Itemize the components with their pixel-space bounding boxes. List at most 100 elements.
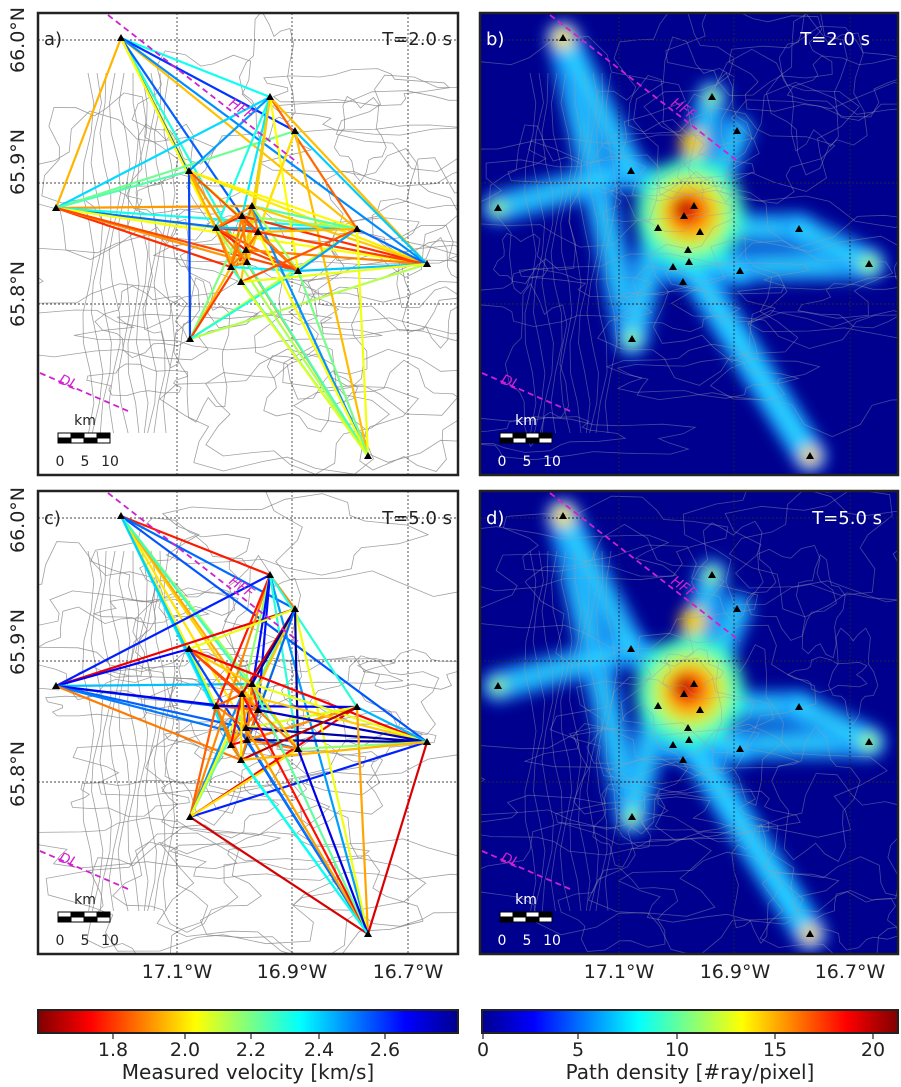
density-blob bbox=[679, 607, 707, 635]
contour-line bbox=[504, 283, 570, 448]
panel-d-contours bbox=[480, 491, 898, 954]
colorbar-velocity-tick-label: 2.2 bbox=[236, 1039, 266, 1061]
ray-path bbox=[296, 270, 370, 457]
scalebar-c-unit: km bbox=[74, 892, 96, 908]
triangle-icon bbox=[237, 278, 245, 285]
contour-line bbox=[38, 817, 282, 870]
triangle-icon bbox=[795, 703, 803, 710]
fault-label-dl: DL bbox=[499, 850, 522, 872]
triangle-icon bbox=[294, 745, 302, 752]
triangle-icon bbox=[353, 703, 361, 710]
triangle-icon bbox=[806, 930, 814, 937]
contour-line bbox=[90, 72, 104, 434]
ray-path bbox=[240, 759, 369, 935]
panel-c-label: c) bbox=[44, 508, 61, 529]
ray-path bbox=[251, 204, 358, 231]
contour-line bbox=[126, 123, 207, 246]
contour-line bbox=[38, 606, 153, 701]
ray-path bbox=[257, 230, 428, 266]
ray-path bbox=[297, 228, 358, 272]
scalebar-segment bbox=[538, 911, 553, 918]
contour-line bbox=[144, 550, 157, 912]
contour-line bbox=[683, 81, 898, 249]
colorbar-velocity-tick-label: 2.0 bbox=[170, 1039, 200, 1061]
triangle-icon bbox=[669, 263, 677, 270]
panel-a-stations bbox=[52, 34, 431, 459]
scalebar-a-tick-10: 10 bbox=[101, 454, 119, 470]
contour-line bbox=[276, 244, 458, 335]
triangle-icon bbox=[353, 225, 361, 232]
contour-line bbox=[266, 737, 384, 829]
contour-line bbox=[357, 649, 458, 690]
triangle-icon bbox=[865, 260, 873, 267]
panel-b-period: T=2.0 s bbox=[799, 29, 870, 50]
fault-dl bbox=[39, 850, 129, 890]
panel-d-density-map bbox=[481, 499, 886, 951]
scalebar-d-tick-5: 5 bbox=[523, 933, 532, 949]
contour-line bbox=[82, 550, 95, 912]
fault-label-dl: DL bbox=[499, 372, 522, 394]
scalebar-segment bbox=[499, 437, 514, 444]
triangle-icon bbox=[708, 571, 716, 578]
contour-line bbox=[728, 25, 898, 118]
triangle-icon bbox=[733, 127, 741, 134]
triangle-icon bbox=[291, 605, 299, 612]
triangle-icon bbox=[364, 930, 372, 937]
colorbar-density-ramp bbox=[481, 1009, 899, 1034]
scalebar-segment bbox=[57, 437, 72, 444]
contour-line bbox=[757, 773, 898, 913]
contour-line bbox=[139, 535, 250, 619]
panel-b-graticule bbox=[480, 13, 898, 475]
contour-line bbox=[555, 783, 770, 847]
density-field bbox=[481, 21, 886, 473]
contour-line bbox=[333, 95, 387, 183]
triangle-icon bbox=[266, 571, 274, 578]
panel-c-graticule bbox=[38, 491, 458, 954]
contour-line bbox=[70, 780, 190, 817]
scalebar-segment bbox=[57, 432, 72, 439]
contour-line bbox=[265, 491, 458, 597]
contour-line bbox=[595, 72, 609, 434]
ray-path bbox=[366, 741, 429, 935]
ray-path bbox=[246, 261, 369, 457]
contour-line bbox=[135, 72, 149, 434]
panel-d-stations bbox=[494, 512, 873, 937]
panel-d-label: d) bbox=[486, 508, 504, 529]
colorbar-density-ticks: 0 5 10 15 20 bbox=[477, 1033, 885, 1061]
contour-line bbox=[90, 550, 104, 912]
triangle-icon bbox=[212, 224, 220, 231]
contour-line bbox=[586, 72, 599, 434]
ray-path bbox=[293, 608, 370, 935]
triangle-icon bbox=[806, 452, 814, 459]
panel-d-graticule bbox=[480, 491, 898, 954]
contour-line bbox=[488, 124, 582, 284]
contour-line bbox=[38, 541, 156, 691]
fault-hff bbox=[549, 492, 741, 642]
scalebar-segment bbox=[538, 437, 553, 444]
contour-line bbox=[604, 550, 618, 912]
ray-path bbox=[55, 647, 190, 688]
contour-line bbox=[586, 550, 599, 912]
contour-line bbox=[616, 357, 800, 399]
contour-line bbox=[130, 579, 242, 712]
ray-path bbox=[188, 607, 296, 651]
contour-line bbox=[786, 656, 868, 693]
contour-line bbox=[766, 13, 868, 176]
ray-path bbox=[55, 684, 299, 751]
scalebar-segment bbox=[525, 911, 540, 918]
triangle-icon bbox=[679, 756, 687, 763]
panel-c-stations bbox=[52, 512, 431, 937]
contour-line bbox=[298, 259, 458, 341]
triangle-icon bbox=[654, 702, 662, 709]
scalebar-c-tick-10: 10 bbox=[101, 933, 119, 949]
triangle-icon bbox=[733, 605, 741, 612]
ray-path bbox=[230, 265, 299, 273]
triangle-icon bbox=[364, 452, 372, 459]
contour-line bbox=[613, 13, 735, 138]
scalebar-segment bbox=[96, 432, 111, 439]
scalebar-segment bbox=[525, 916, 540, 923]
contour-line bbox=[90, 517, 251, 603]
triangle-icon bbox=[227, 263, 235, 270]
